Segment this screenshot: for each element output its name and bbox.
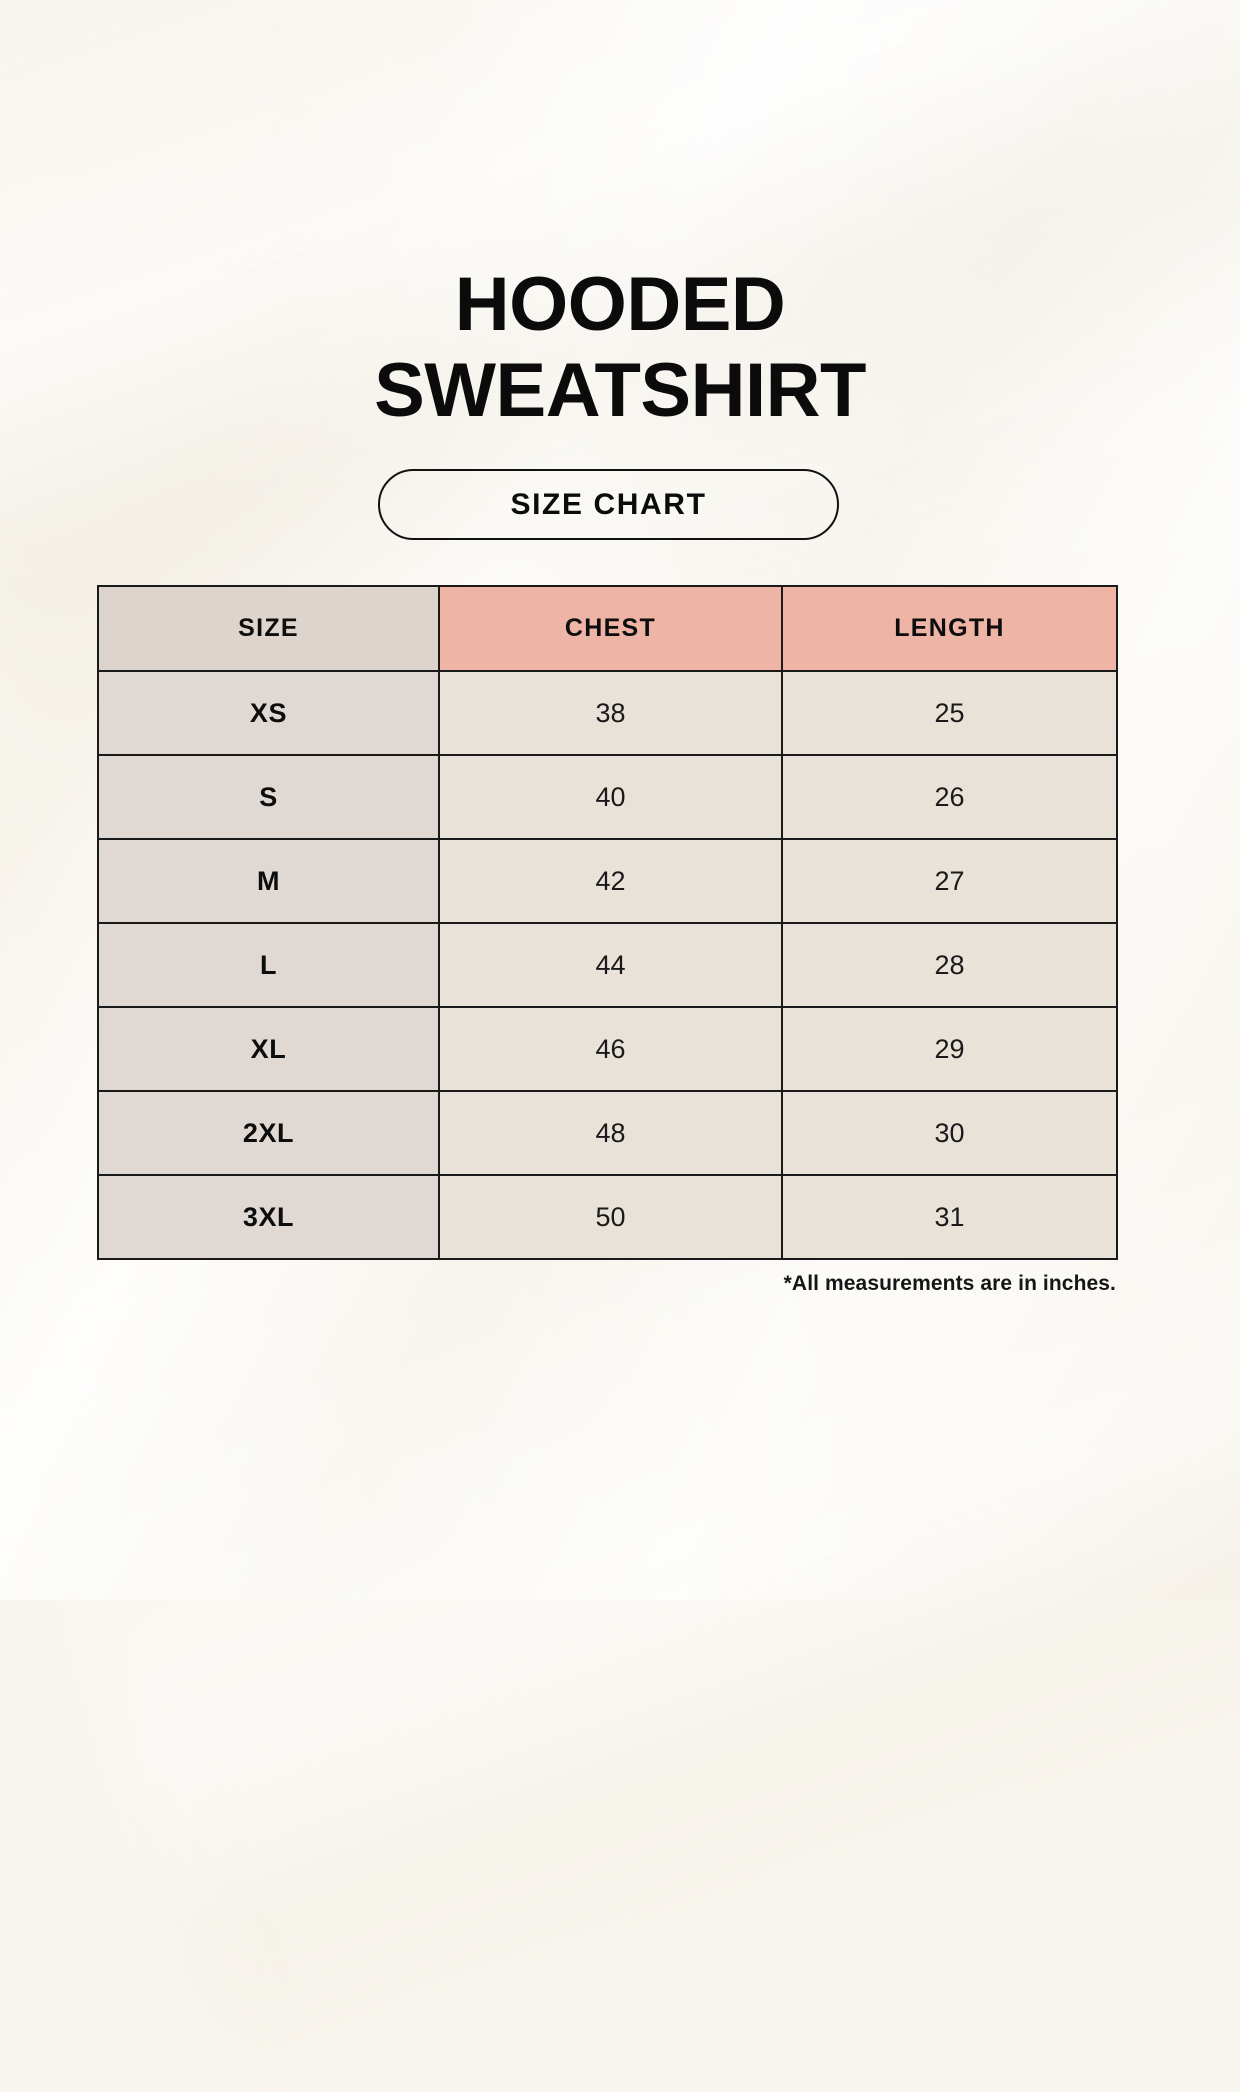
cell-chest: 38: [438, 670, 783, 756]
cell-length: 31: [781, 1174, 1118, 1260]
table-row: XS 38 25: [97, 670, 1118, 756]
column-header-size: SIZE: [97, 585, 440, 672]
size-chart-badge: SIZE CHART: [378, 469, 839, 540]
measurement-unit-note: *All measurements are in inches.: [783, 1272, 1116, 1295]
cell-length: 26: [781, 754, 1118, 840]
cell-size: XS: [97, 670, 440, 756]
cell-length: 29: [781, 1006, 1118, 1092]
table-row: 2XL 48 30: [97, 1090, 1118, 1176]
cell-size: XL: [97, 1006, 440, 1092]
table-row: S 40 26: [97, 754, 1118, 840]
cell-length: 27: [781, 838, 1118, 924]
cell-size: S: [97, 754, 440, 840]
cell-length: 30: [781, 1090, 1118, 1176]
page-title: HOODED SWEATSHIRT: [0, 262, 1240, 433]
cell-chest: 50: [438, 1174, 783, 1260]
cell-chest: 44: [438, 922, 783, 1008]
cell-size: M: [97, 838, 440, 924]
size-table-head: SIZE CHEST LENGTH: [97, 585, 1118, 672]
page-title-line-1: HOODED: [454, 262, 786, 347]
table-row: M 42 27: [97, 838, 1118, 924]
cell-size: L: [97, 922, 440, 1008]
cell-size: 3XL: [97, 1174, 440, 1260]
page-title-line-2: SWEATSHIRT: [374, 348, 866, 433]
column-header-length: LENGTH: [781, 585, 1118, 672]
size-chart-page: HOODED SWEATSHIRT SIZE CHART SIZE CHEST …: [0, 262, 1240, 1295]
cell-length: 25: [781, 670, 1118, 756]
size-table-container: SIZE CHEST LENGTH XS 38 25 S 40 26 M: [97, 585, 1118, 1260]
cell-size: 2XL: [97, 1090, 440, 1176]
column-header-chest: CHEST: [438, 585, 783, 672]
cell-chest: 48: [438, 1090, 783, 1176]
table-row: XL 46 29: [97, 1006, 1118, 1092]
cell-chest: 42: [438, 838, 783, 924]
size-table: SIZE CHEST LENGTH XS 38 25 S 40 26 M: [97, 585, 1118, 1260]
table-row: L 44 28: [97, 922, 1118, 1008]
cell-chest: 40: [438, 754, 783, 840]
table-header-row: SIZE CHEST LENGTH: [97, 585, 1118, 672]
cell-chest: 46: [438, 1006, 783, 1092]
size-table-body: XS 38 25 S 40 26 M 42 27 L 44 28: [97, 670, 1118, 1260]
table-row: 3XL 50 31: [97, 1174, 1118, 1260]
cell-length: 28: [781, 922, 1118, 1008]
size-chart-badge-label: SIZE CHART: [510, 487, 707, 521]
